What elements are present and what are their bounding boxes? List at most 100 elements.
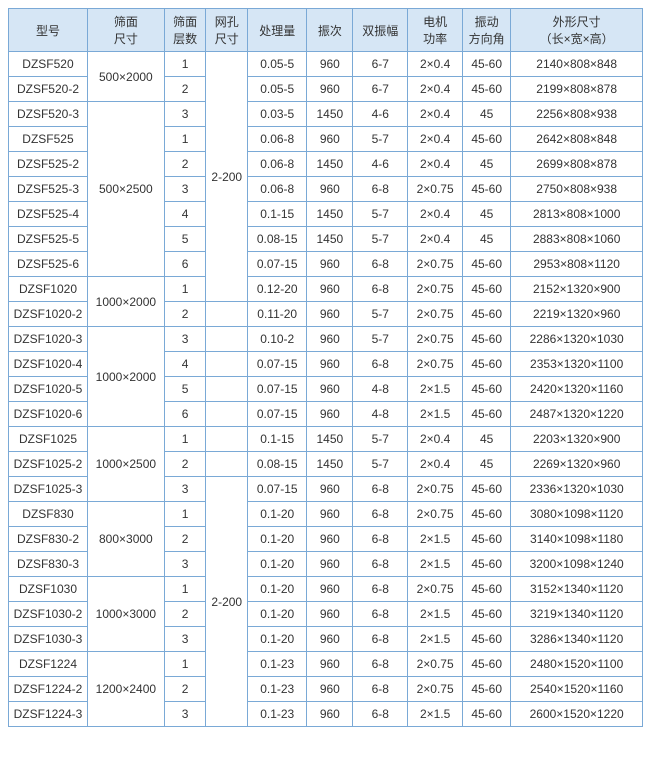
cell-amplitude: 5-7: [353, 427, 408, 452]
cell-amplitude: 6-8: [353, 502, 408, 527]
cell-amplitude: 5-7: [353, 327, 408, 352]
cell-power: 2×0.75: [408, 302, 463, 327]
cell-amplitude: 6-8: [353, 177, 408, 202]
cell-capacity: 0.1-15: [248, 427, 307, 452]
cell-frequency: 960: [307, 502, 353, 527]
cell-model: DZSF1224-3: [9, 702, 88, 727]
cell-dimensions: 3200×1098×1240: [511, 552, 643, 577]
cell-angle: 45-60: [463, 602, 511, 627]
table-head: 型号筛面尺寸筛面层数网孔尺寸处理量振次双振幅电机功率振动方向角外形尺寸（长×宽×…: [9, 9, 643, 52]
cell-mesh-size: 2-200: [206, 477, 248, 727]
cell-model: DZSF1020-3: [9, 327, 88, 352]
cell-layers: 2: [164, 677, 206, 702]
cell-capacity: 0.1-23: [248, 677, 307, 702]
cell-layers: 5: [164, 377, 206, 402]
cell-dimensions: 2152×1320×900: [511, 277, 643, 302]
cell-angle: 45-60: [463, 352, 511, 377]
cell-frequency: 1450: [307, 202, 353, 227]
cell-layers: 3: [164, 102, 206, 127]
col-header-3: 网孔尺寸: [206, 9, 248, 52]
cell-amplitude: 5-7: [353, 452, 408, 477]
cell-layers: 4: [164, 352, 206, 377]
cell-screen-size: 1000×3000: [87, 577, 164, 652]
cell-layers: 2: [164, 302, 206, 327]
cell-layers: 3: [164, 627, 206, 652]
cell-power: 2×0.4: [408, 52, 463, 77]
table-body: DZSF520500×200012-2000.05-59606-72×0.445…: [9, 52, 643, 727]
cell-capacity: 0.1-20: [248, 552, 307, 577]
cell-amplitude: 4-6: [353, 102, 408, 127]
cell-amplitude: 6-8: [353, 277, 408, 302]
cell-capacity: 0.1-20: [248, 502, 307, 527]
cell-model: DZSF520-3: [9, 102, 88, 127]
cell-capacity: 0.05-5: [248, 52, 307, 77]
cell-amplitude: 6-8: [353, 252, 408, 277]
cell-dimensions: 2219×1320×960: [511, 302, 643, 327]
cell-dimensions: 2699×808×878: [511, 152, 643, 177]
cell-layers: 3: [164, 177, 206, 202]
cell-capacity: 0.06-8: [248, 127, 307, 152]
cell-angle: 45: [463, 102, 511, 127]
cell-angle: 45: [463, 202, 511, 227]
cell-model: DZSF1224-2: [9, 677, 88, 702]
cell-frequency: 960: [307, 602, 353, 627]
cell-power: 2×1.5: [408, 702, 463, 727]
table-row: DZSF830800×300010.1-209606-82×0.7545-603…: [9, 502, 643, 527]
cell-angle: 45-60: [463, 52, 511, 77]
cell-amplitude: 6-8: [353, 702, 408, 727]
cell-capacity: 0.10-2: [248, 327, 307, 352]
cell-model: DZSF1020: [9, 277, 88, 302]
cell-layers: 1: [164, 577, 206, 602]
cell-angle: 45-60: [463, 627, 511, 652]
cell-power: 2×0.75: [408, 477, 463, 502]
cell-amplitude: 4-8: [353, 377, 408, 402]
cell-angle: 45-60: [463, 402, 511, 427]
cell-model: DZSF1030-2: [9, 602, 88, 627]
cell-amplitude: 6-8: [353, 477, 408, 502]
cell-model: DZSF520: [9, 52, 88, 77]
cell-dimensions: 2642×808×848: [511, 127, 643, 152]
cell-dimensions: 2600×1520×1220: [511, 702, 643, 727]
cell-model: DZSF830-2: [9, 527, 88, 552]
cell-dimensions: 2286×1320×1030: [511, 327, 643, 352]
cell-model: DZSF1020-4: [9, 352, 88, 377]
cell-power: 2×0.4: [408, 152, 463, 177]
cell-dimensions: 2336×1320×1030: [511, 477, 643, 502]
col-header-5: 振次: [307, 9, 353, 52]
cell-model: DZSF525-6: [9, 252, 88, 277]
cell-frequency: 960: [307, 252, 353, 277]
cell-screen-size: 1000×2000: [87, 327, 164, 427]
cell-model: DZSF1025: [9, 427, 88, 452]
cell-amplitude: 6-8: [353, 352, 408, 377]
cell-frequency: 1450: [307, 427, 353, 452]
cell-capacity: 0.11-20: [248, 302, 307, 327]
cell-frequency: 960: [307, 677, 353, 702]
cell-dimensions: 2353×1320×1100: [511, 352, 643, 377]
cell-frequency: 1450: [307, 452, 353, 477]
cell-angle: 45-60: [463, 677, 511, 702]
cell-dimensions: 3140×1098×1180: [511, 527, 643, 552]
cell-amplitude: 6-8: [353, 627, 408, 652]
cell-layers: 1: [164, 277, 206, 302]
cell-layers: 2: [164, 602, 206, 627]
cell-amplitude: 6-8: [353, 677, 408, 702]
cell-capacity: 0.08-15: [248, 452, 307, 477]
cell-mesh-size: [206, 302, 248, 327]
cell-dimensions: 2140×808×848: [511, 52, 643, 77]
cell-dimensions: 2203×1320×900: [511, 427, 643, 452]
cell-angle: 45-60: [463, 577, 511, 602]
cell-frequency: 960: [307, 577, 353, 602]
cell-screen-size: 800×3000: [87, 502, 164, 577]
cell-power: 2×1.5: [408, 402, 463, 427]
cell-capacity: 0.1-20: [248, 602, 307, 627]
cell-frequency: 1450: [307, 102, 353, 127]
cell-power: 2×0.4: [408, 202, 463, 227]
cell-mesh-size: 2-200: [206, 52, 248, 302]
cell-screen-size: 500×2000: [87, 52, 164, 102]
col-header-9: 外形尺寸（长×宽×高）: [511, 9, 643, 52]
cell-mesh-size: [206, 377, 248, 402]
cell-frequency: 960: [307, 652, 353, 677]
cell-screen-size: 1000×2500: [87, 427, 164, 502]
cell-amplitude: 4-8: [353, 402, 408, 427]
cell-capacity: 0.1-20: [248, 527, 307, 552]
